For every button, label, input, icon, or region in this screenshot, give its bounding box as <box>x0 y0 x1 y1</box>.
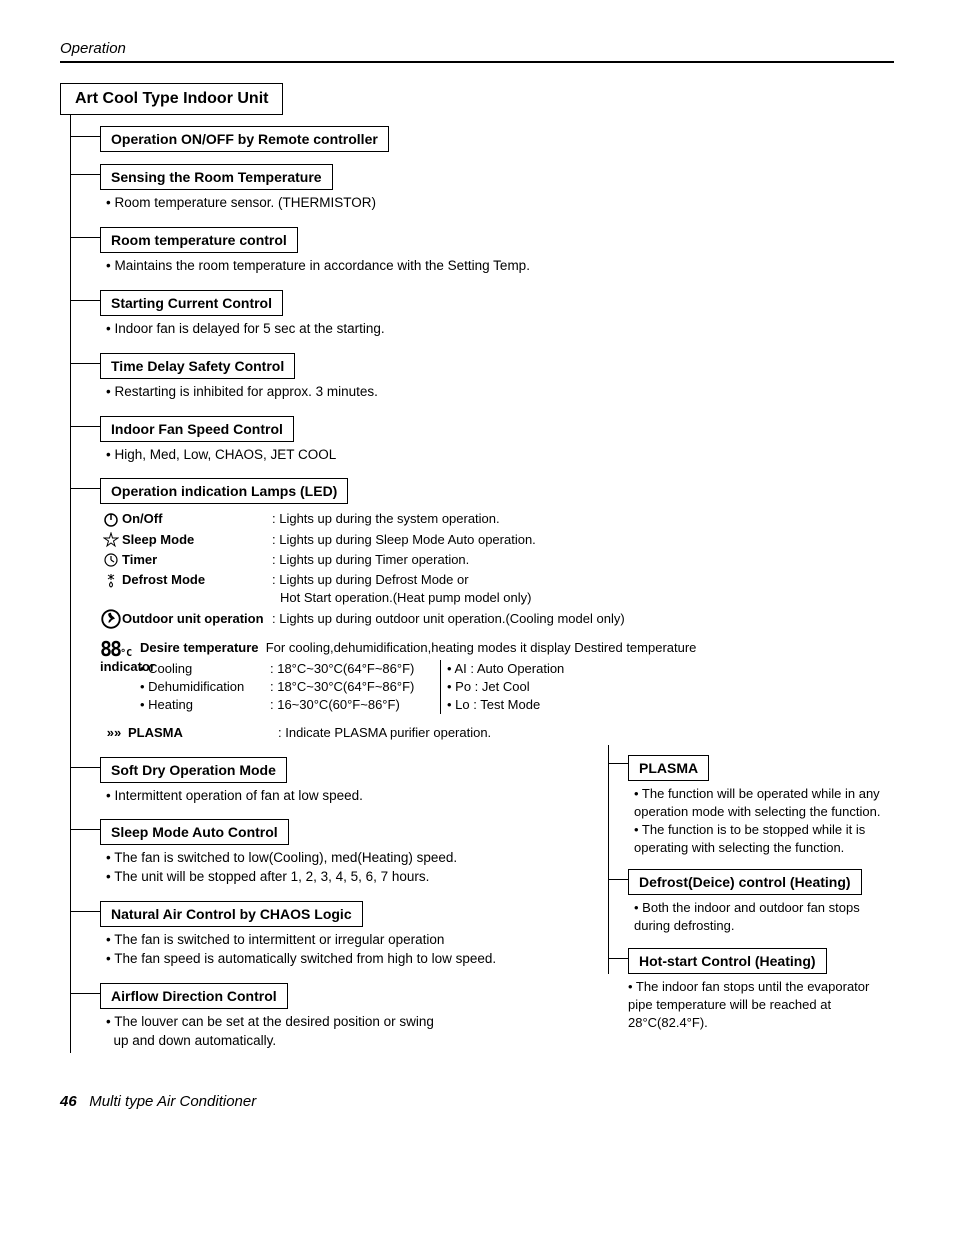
section-title: Airflow Direction Control <box>100 983 288 1009</box>
section-title: Soft Dry Operation Mode <box>100 757 287 783</box>
section-airflow: Airflow Direction Control • The louver c… <box>100 971 584 1053</box>
body-line2: • The fan speed is automatically switche… <box>106 951 496 966</box>
section-body: • Intermittent operation of fan at low s… <box>100 783 584 808</box>
temp-c2: : 16~30°C(60°F~86°F) <box>270 696 440 714</box>
temp-c1: • Dehumidification <box>140 678 270 696</box>
temp-c1: • Cooling <box>140 660 270 678</box>
plasma-label: PLASMA <box>128 724 278 742</box>
led-row-defrost: Defrost Mode : Lights up during Defrost … <box>100 571 894 607</box>
section-title: Room temperature control <box>100 227 298 253</box>
section-starting-current: Starting Current Control • Indoor fan is… <box>100 278 894 341</box>
section-title: Defrost(Deice) control (Heating) <box>628 869 862 895</box>
section-title: Hot-start Control (Heating) <box>628 948 827 974</box>
temp-c2: : 18°C~30°C(64°F~86°F) <box>270 660 440 678</box>
section-soft-dry: Soft Dry Operation Mode • Intermittent o… <box>100 745 584 808</box>
section-title: Natural Air Control by CHAOS Logic <box>100 901 363 927</box>
page-number: 46 <box>60 1093 77 1110</box>
led-desc: : Lights up during Sleep Mode Auto opera… <box>272 531 894 549</box>
section-body: • The fan is switched to intermittent or… <box>100 927 584 971</box>
section-sleep-auto: Sleep Mode Auto Control • The fan is swi… <box>100 807 584 889</box>
section-onoff: Operation ON/OFF by Remote controller <box>100 114 894 152</box>
section-body: • Maintains the room temperature in acco… <box>100 253 894 278</box>
temp-label1: Desire temperature <box>140 640 259 655</box>
section-sensing: Sensing the Room Temperature • Room temp… <box>100 152 894 215</box>
seven-segment-icon: 88°C <box>100 639 140 659</box>
tree-root: Operation ON/OFF by Remote controller Se… <box>60 114 894 1053</box>
temp-c3: • AI : Auto Operation <box>440 660 564 678</box>
snowflake-drop-icon <box>100 571 122 589</box>
led-desc: : Lights up during outdoor unit operatio… <box>272 610 894 628</box>
led-desc: : Lights up during Timer operation. <box>272 551 894 569</box>
clock-icon <box>100 551 122 569</box>
footer-text: Multi type Air Conditioner <box>89 1093 256 1110</box>
section-fan-speed: Indoor Fan Speed Control • High, Med, Lo… <box>100 404 894 467</box>
temp-intro-text: For cooling,dehumidification,heating mod… <box>266 640 697 655</box>
led-label: On/Off <box>122 510 272 528</box>
section-body: • The fan is switched to low(Cooling), m… <box>100 845 584 889</box>
led-list: On/Off : Lights up during the system ope… <box>100 504 894 744</box>
led-label: Defrost Mode <box>122 571 272 589</box>
temp-c2: : 18°C~30°C(64°F~86°F) <box>270 678 440 696</box>
temp-row: • Cooling : 18°C~30°C(64°F~86°F) • AI : … <box>140 660 894 678</box>
body-line2: • The unit will be stopped after 1, 2, 3… <box>106 869 429 884</box>
temp-c1: • Heating <box>140 696 270 714</box>
led-desc: : Lights up during the system operation. <box>272 510 894 528</box>
fan-icon <box>100 609 122 629</box>
led-row-outdoor: Outdoor unit operation : Lights up durin… <box>100 609 894 629</box>
plasma-icon: »» <box>100 724 128 742</box>
temp-indicator-block: 88°C Desire temperature For cooling,dehu… <box>100 639 894 714</box>
section-body: • Restarting is inhibited for approx. 3 … <box>100 379 894 404</box>
temp-row: • Dehumidification : 18°C~30°C(64°F~86°F… <box>140 678 894 696</box>
section-title: PLASMA <box>628 755 709 781</box>
section-chaos: Natural Air Control by CHAOS Logic • The… <box>100 889 584 971</box>
section-title: Time Delay Safety Control <box>100 353 295 379</box>
body-line1: • The fan is switched to intermittent or… <box>106 932 444 947</box>
body-line1: • The louver can be set at the desired p… <box>106 1014 434 1029</box>
led-label: Sleep Mode <box>122 531 272 549</box>
temp-c3: • Lo : Test Mode <box>440 696 540 714</box>
body-line2: • The function is to be stopped while it… <box>634 822 865 855</box>
section-body: • Room temperature sensor. (THERMISTOR) <box>100 190 894 215</box>
section-defrost-ctrl: Defrost(Deice) control (Heating) • Both … <box>628 859 894 937</box>
led-label: Timer <box>122 551 272 569</box>
section-body: • Both the indoor and outdoor fan stops … <box>628 895 894 937</box>
led-row-timer: Timer : Lights up during Timer operation… <box>100 551 894 569</box>
section-body: • The louver can be set at the desired p… <box>100 1009 584 1053</box>
section-body: • Indoor fan is delayed for 5 sec at the… <box>100 316 894 341</box>
led-row-sleep: Sleep Mode : Lights up during Sleep Mode… <box>100 531 894 549</box>
page-footer: 46 Multi type Air Conditioner <box>60 1093 894 1110</box>
led-row-onoff: On/Off : Lights up during the system ope… <box>100 510 894 528</box>
led-desc-line1: : Lights up during Defrost Mode or <box>272 572 469 587</box>
star-icon <box>100 531 122 549</box>
led-desc: : Lights up during Defrost Mode or Hot S… <box>272 571 894 607</box>
section-title: Sensing the Room Temperature <box>100 164 333 190</box>
section-body: • The indoor fan stops until the evapora… <box>604 974 894 1035</box>
section-body: • High, Med, Low, CHAOS, JET COOL <box>100 442 894 467</box>
section-title: Starting Current Control <box>100 290 283 316</box>
temp-intro: Desire temperature For cooling,dehumidif… <box>140 639 894 657</box>
section-title: Sleep Mode Auto Control <box>100 819 289 845</box>
body-line1: • The function will be operated while in… <box>634 786 880 819</box>
temp-label2: indicator <box>100 658 140 676</box>
led-desc-line2: Hot Start operation.(Heat pump model onl… <box>272 590 531 605</box>
section-hotstart: Hot-start Control (Heating) <box>628 938 894 974</box>
section-title: Operation indication Lamps (LED) <box>100 478 348 504</box>
section-room-temp: Room temperature control • Maintains the… <box>100 215 894 278</box>
temp-row: • Heating : 16~30°C(60°F~86°F) • Lo : Te… <box>140 696 894 714</box>
section-plasma: PLASMA • The function will be operated w… <box>628 745 894 860</box>
page-header: Operation <box>60 40 894 63</box>
power-icon <box>100 510 122 528</box>
body-line2: up and down automatically. <box>106 1033 276 1048</box>
plasma-desc: : Indicate PLASMA purifier operation. <box>278 724 894 742</box>
section-body: • The function will be operated while in… <box>628 781 894 860</box>
plasma-indicator-row: »» PLASMA : Indicate PLASMA purifier ope… <box>100 724 894 742</box>
section-title: Operation ON/OFF by Remote controller <box>100 126 389 152</box>
section-time-delay: Time Delay Safety Control • Restarting i… <box>100 341 894 404</box>
section-led: Operation indication Lamps (LED) On/Off … <box>100 466 894 744</box>
body-line1: • The fan is switched to low(Cooling), m… <box>106 850 457 865</box>
main-title: Art Cool Type Indoor Unit <box>60 83 283 115</box>
section-title: Indoor Fan Speed Control <box>100 416 294 442</box>
led-label: Outdoor unit operation <box>122 612 272 626</box>
temp-c3: • Po : Jet Cool <box>440 678 530 696</box>
